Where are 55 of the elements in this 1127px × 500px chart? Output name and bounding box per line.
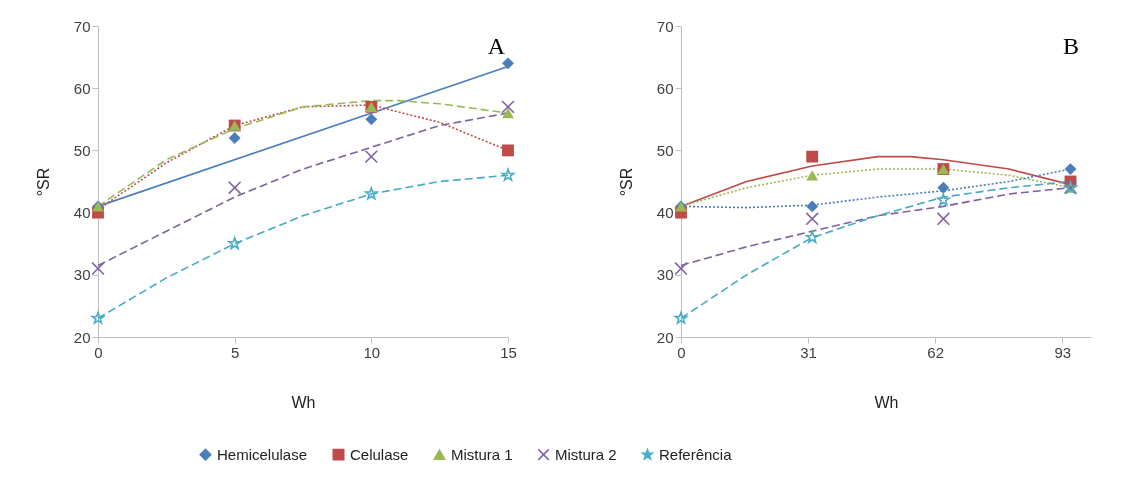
legend-label: Mistura 1 [451,445,513,463]
point [674,311,688,324]
point [91,311,105,324]
y-axis-title: °SR [34,167,52,197]
x-axis-title: Wh [874,393,899,411]
chart-title: A [487,33,506,59]
x-tick-label: 62 [927,343,945,361]
point [365,113,378,126]
legend-label: Referência [659,445,733,463]
point [502,107,514,119]
point [936,212,951,226]
point [91,261,105,276]
y-tick-label: 40 [73,204,91,222]
x-tick-label: 31 [800,343,817,361]
point [806,150,819,163]
point [502,57,514,70]
point [674,261,688,276]
point [805,212,819,226]
point [937,181,950,194]
y-tick-label: 70 [73,17,91,35]
point [364,149,379,164]
point [228,236,242,250]
point [227,181,242,195]
y-tick-label: 60 [656,79,674,97]
legend-label: Celulase [350,445,409,463]
y-tick-label: 20 [73,328,91,346]
legend-label: Hemicelulase [217,445,308,463]
point [501,100,515,114]
point [806,200,819,213]
chart-title: B [1062,33,1079,59]
legend-label: Mistura 2 [555,445,617,463]
point [502,144,514,157]
y-tick-label: 20 [656,328,674,346]
x-tick-label: 93 [1054,343,1072,361]
point [228,132,241,144]
point [501,168,515,181]
x-tick-label: 0 [677,343,686,361]
x-tick-label: 0 [94,343,103,361]
y-tick-label: 30 [73,266,91,284]
y-tick-label: 50 [656,141,674,159]
point [936,193,950,206]
point [1064,163,1077,175]
y-tick-label: 60 [73,79,91,97]
y-tick-label: 70 [656,17,674,35]
x-tick-label: 10 [363,343,381,361]
y-axis-title: °SR [617,167,635,197]
y-tick-label: 40 [656,204,674,222]
y-tick-label: 30 [656,266,674,284]
x-tick-label: 5 [230,343,240,361]
y-tick-label: 50 [73,141,91,159]
point [364,187,378,200]
x-axis-title: Wh [291,393,316,411]
x-tick-label: 15 [500,343,517,361]
point [805,230,819,244]
point [806,170,819,181]
